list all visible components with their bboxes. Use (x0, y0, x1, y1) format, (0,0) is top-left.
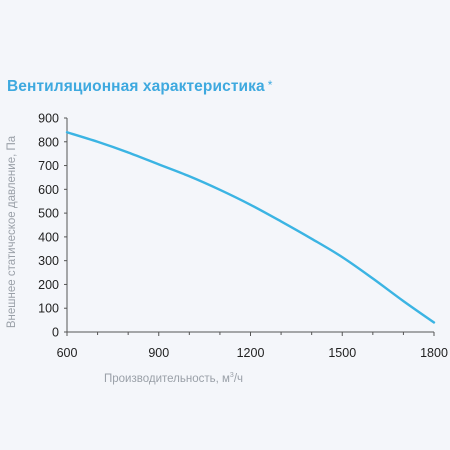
labels: Производительность, м3/ч Внешнее статиче… (6, 112, 448, 386)
x-axis-title: Производительность, м3/ч (104, 372, 243, 385)
y-tick-label: 900 (38, 112, 59, 126)
chart-title: Вентиляционная характеристика * (7, 78, 273, 96)
x-axis-title-tail: /ч (234, 373, 243, 385)
chart-title-text: Вентиляционная характеристика (7, 78, 265, 95)
y-axis-title: Внешнее статическое давление, Па (6, 135, 18, 328)
series-line (65, 131, 436, 324)
x-axis-title-main: Производительность, м (104, 373, 230, 385)
y-tick-label: 700 (38, 159, 59, 173)
x-tick-label: 1800 (420, 346, 448, 360)
y-tick-label: 400 (38, 230, 59, 244)
y-tick-label: 0 (52, 326, 59, 340)
x-tick-label: 1200 (237, 346, 265, 360)
x-tick-label: 900 (148, 346, 169, 360)
y-tick-label: 600 (38, 183, 59, 197)
y-tick-label: 300 (38, 254, 59, 268)
y-tick-label: 200 (38, 278, 59, 292)
x-tick-label: 600 (57, 346, 78, 360)
y-tick-label: 800 (38, 135, 59, 149)
chart-title-asterisk: * (267, 78, 273, 92)
y-tick-label: 500 (38, 207, 59, 221)
x-tick-label: 1500 (328, 346, 356, 360)
axes (64, 117, 435, 336)
x-axis-title-sup: 3 (230, 372, 234, 379)
series-layer (65, 131, 436, 324)
y-tick-label: 100 (38, 302, 59, 316)
